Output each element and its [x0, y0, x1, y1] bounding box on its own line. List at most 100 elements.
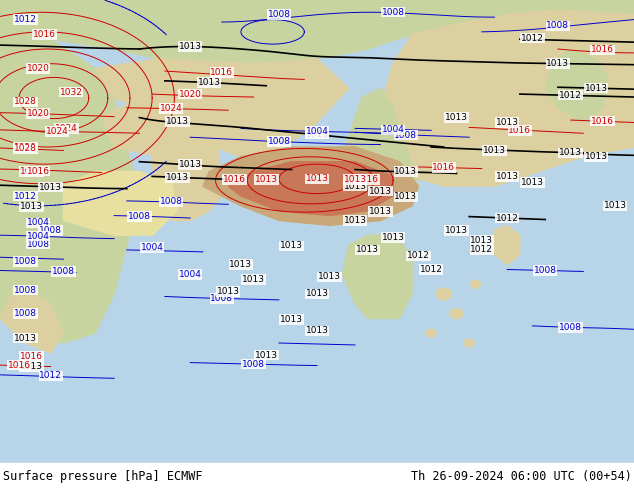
Polygon shape — [203, 147, 418, 225]
Circle shape — [464, 339, 474, 347]
Text: 1008: 1008 — [14, 286, 37, 294]
Text: 1013: 1013 — [280, 242, 303, 250]
Polygon shape — [380, 10, 634, 186]
Text: 1013: 1013 — [445, 226, 468, 235]
Text: 1016: 1016 — [27, 167, 49, 175]
Text: 1013: 1013 — [306, 174, 328, 183]
Text: 1013: 1013 — [382, 233, 404, 242]
Text: 1016: 1016 — [33, 30, 56, 39]
Text: 1012: 1012 — [496, 214, 519, 222]
Text: 1004: 1004 — [27, 232, 49, 241]
Text: 1016: 1016 — [20, 352, 43, 361]
Text: 1012: 1012 — [39, 371, 62, 380]
Text: 1013: 1013 — [39, 183, 62, 192]
Text: 1013: 1013 — [496, 172, 519, 181]
Polygon shape — [152, 88, 222, 220]
Text: 1013: 1013 — [255, 351, 278, 360]
Text: 1032: 1032 — [60, 88, 82, 97]
Polygon shape — [152, 74, 222, 186]
Text: 1012: 1012 — [420, 265, 443, 274]
Text: 1012: 1012 — [521, 34, 544, 43]
Text: 1008: 1008 — [160, 197, 183, 206]
Text: 1013: 1013 — [306, 130, 328, 139]
Text: 1004: 1004 — [306, 127, 328, 136]
Text: 1013: 1013 — [585, 152, 607, 161]
Text: 1004: 1004 — [141, 243, 164, 252]
Text: 1008: 1008 — [210, 294, 233, 303]
Text: 1013: 1013 — [166, 117, 189, 126]
Text: 1020: 1020 — [27, 64, 49, 73]
Text: 1008: 1008 — [27, 240, 49, 248]
Polygon shape — [101, 98, 216, 157]
Text: 1013: 1013 — [483, 146, 506, 155]
Text: 1013: 1013 — [394, 167, 417, 176]
Text: 1013: 1013 — [369, 207, 392, 216]
Text: 1008: 1008 — [534, 266, 557, 275]
Text: 1016: 1016 — [8, 361, 30, 369]
Text: 1016: 1016 — [210, 68, 233, 77]
Text: 1013: 1013 — [20, 202, 43, 211]
Text: 1004: 1004 — [27, 219, 49, 227]
Text: 1013: 1013 — [470, 236, 493, 245]
Text: 1024: 1024 — [46, 127, 68, 136]
Text: 1013: 1013 — [198, 78, 221, 87]
Text: 1013: 1013 — [217, 287, 240, 296]
Text: 1008: 1008 — [559, 323, 582, 332]
Text: 1008: 1008 — [394, 131, 417, 140]
Text: 1013: 1013 — [356, 245, 379, 254]
Text: 1004: 1004 — [179, 270, 202, 279]
Text: Th 26-09-2024 06:00 UTC (00+54): Th 26-09-2024 06:00 UTC (00+54) — [411, 470, 631, 483]
Polygon shape — [95, 59, 349, 157]
Circle shape — [436, 288, 451, 300]
Polygon shape — [495, 225, 520, 265]
Polygon shape — [0, 294, 63, 353]
Text: 1013: 1013 — [166, 173, 189, 182]
Text: 1008: 1008 — [268, 10, 290, 19]
Polygon shape — [330, 88, 418, 220]
Polygon shape — [342, 235, 412, 318]
Circle shape — [426, 329, 436, 337]
Text: 1013: 1013 — [179, 42, 202, 51]
Text: 1013: 1013 — [344, 182, 366, 191]
Text: 1013: 1013 — [445, 113, 468, 122]
Text: 1008: 1008 — [382, 8, 404, 17]
Text: 1008: 1008 — [52, 267, 75, 276]
Text: 1013: 1013 — [14, 334, 37, 343]
Text: 1013: 1013 — [369, 187, 392, 196]
Circle shape — [450, 309, 463, 318]
Polygon shape — [0, 0, 634, 64]
Text: 1012: 1012 — [14, 192, 37, 200]
Circle shape — [470, 280, 481, 288]
Text: 1020: 1020 — [179, 90, 202, 98]
Text: 1013: 1013 — [604, 201, 626, 210]
Text: 1016: 1016 — [20, 167, 43, 176]
Text: 1004: 1004 — [382, 125, 404, 134]
Text: 1013: 1013 — [547, 59, 569, 68]
Text: 1016: 1016 — [591, 46, 614, 54]
Text: 1008: 1008 — [39, 226, 62, 235]
Text: 1008: 1008 — [242, 360, 265, 368]
Text: 1013: 1013 — [242, 275, 265, 284]
Bar — [0, 463, 634, 490]
Text: 1016: 1016 — [356, 175, 379, 184]
Text: 1008: 1008 — [14, 257, 37, 266]
Text: 1016: 1016 — [508, 126, 531, 135]
Text: 1020: 1020 — [14, 143, 37, 151]
Text: 1013: 1013 — [344, 175, 366, 184]
Text: 1028: 1028 — [14, 145, 37, 153]
Polygon shape — [545, 49, 609, 122]
Text: 1008: 1008 — [14, 309, 37, 318]
Text: 1013: 1013 — [559, 148, 582, 157]
Text: 1020: 1020 — [27, 109, 49, 118]
Text: 1013: 1013 — [179, 160, 202, 169]
Text: 1013: 1013 — [344, 216, 366, 225]
Polygon shape — [63, 172, 178, 235]
Text: 1013: 1013 — [255, 175, 278, 184]
Text: 1008: 1008 — [128, 212, 151, 221]
Text: 1013: 1013 — [585, 84, 607, 93]
Text: 1013: 1013 — [394, 193, 417, 201]
Text: 1013: 1013 — [306, 290, 328, 298]
Text: 1012: 1012 — [470, 245, 493, 254]
Text: 1024: 1024 — [55, 124, 78, 133]
Text: 1013: 1013 — [496, 118, 519, 127]
